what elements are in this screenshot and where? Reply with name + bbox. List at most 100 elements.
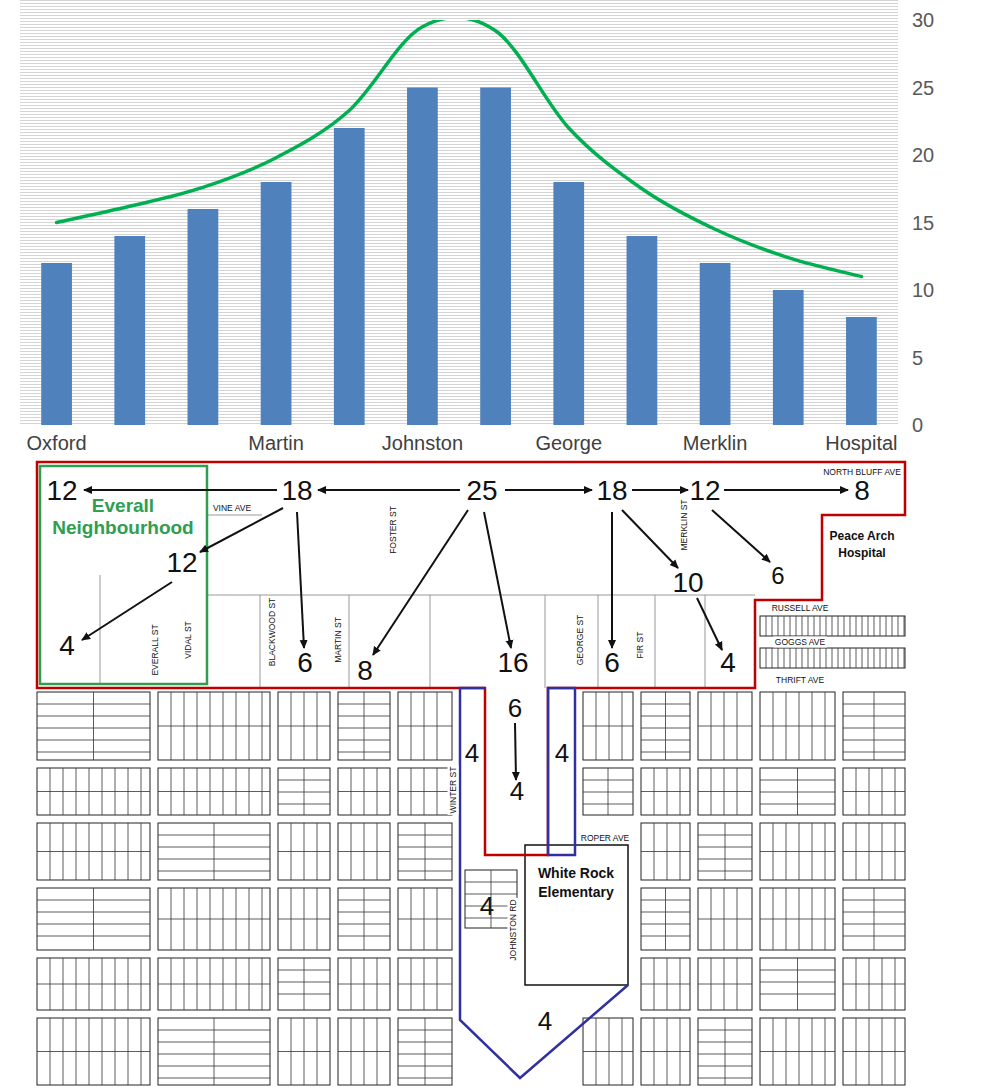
flow-arrow [84, 489, 277, 491]
lot-line [880, 648, 881, 668]
lot-line [278, 726, 330, 727]
lot-line [37, 851, 150, 852]
lot-line [641, 984, 690, 985]
lot-line [725, 1018, 726, 1085]
lot-line [158, 919, 270, 920]
street-label: RUSSELL AVE [772, 603, 829, 613]
label-patch [635, 630, 646, 660]
place-label: White RockElementary [538, 865, 614, 900]
lot-line [37, 984, 150, 985]
lot-line [843, 984, 905, 985]
flow-arrow [622, 510, 678, 568]
lot-line [37, 1051, 150, 1052]
height-label: 6 [297, 647, 313, 678]
height-label: 6 [508, 693, 522, 723]
block [338, 888, 390, 950]
x-tick-label: Martin [248, 432, 304, 454]
block [698, 888, 752, 950]
lot-line [338, 791, 390, 792]
lot-line [583, 1051, 633, 1052]
street-label-group: MERKLIN ST [679, 498, 690, 552]
lot-line [698, 791, 752, 792]
street-label-group: GEORGE ST [575, 613, 586, 667]
flow-arrow [200, 508, 283, 552]
block [37, 768, 150, 815]
block [398, 692, 452, 760]
street-label: MARTIN ST [333, 617, 343, 663]
lot-line [37, 791, 150, 792]
lot-line [158, 791, 270, 792]
y-tick-label: 15 [912, 212, 934, 234]
lot-line [832, 648, 833, 668]
bar [553, 182, 584, 425]
lot-line [826, 648, 827, 668]
lot-line [874, 692, 875, 760]
bar [114, 236, 145, 425]
block [278, 692, 330, 760]
height-label: 18 [596, 475, 627, 506]
street-label-group: THRIFT AVE [774, 675, 826, 686]
street-label: BLACKWOOD ST [267, 598, 277, 666]
label-patch [211, 503, 252, 514]
lot-line [398, 726, 452, 727]
bar [480, 88, 511, 426]
flow-arrow [515, 723, 516, 780]
lot-line [898, 648, 899, 668]
lot-line [655, 595, 656, 688]
block [843, 1018, 905, 1085]
lot-line [705, 595, 706, 688]
block [158, 888, 270, 950]
label-patch [183, 620, 194, 660]
block [278, 1018, 330, 1085]
page: 051015202530OxfordMartinJohnstonGeorgeMe… [0, 0, 985, 1091]
corridor-boundary [460, 688, 628, 1078]
lot-line [698, 919, 752, 920]
height-label: 4 [510, 776, 524, 806]
lot-line [760, 726, 835, 727]
height-label: 6 [771, 562, 784, 589]
lot-line [844, 648, 845, 668]
x-tick-label: Oxford [27, 432, 87, 454]
corridor-boundary [548, 688, 575, 855]
flow-arrow [632, 489, 688, 491]
street-label-group: GOGGS AVE [773, 637, 827, 648]
height-label: 12 [166, 547, 197, 578]
block [698, 768, 752, 815]
flow-arrow [697, 598, 722, 650]
block [338, 958, 390, 1010]
height-label: 25 [466, 475, 497, 506]
y-tick-label: 30 [912, 9, 934, 31]
lot-line [214, 823, 215, 880]
flow-arrow [373, 510, 468, 655]
street-label-group: MARTIN ST [333, 616, 344, 665]
lot-line [545, 595, 546, 688]
block [641, 692, 690, 760]
lot-line [874, 616, 875, 636]
height-label: 8 [357, 655, 373, 686]
y-tick-label: 0 [912, 414, 923, 436]
street-label-group: VINE AVE [211, 503, 252, 514]
lot-line [862, 616, 863, 636]
lot-line [278, 1051, 330, 1052]
lot-line [868, 648, 869, 668]
place-label-line: Elementary [538, 884, 614, 900]
flow-arrow [318, 489, 460, 491]
lot-line [260, 595, 261, 688]
lot-line [760, 851, 835, 852]
lot-line [641, 791, 690, 792]
lot-line [338, 1051, 390, 1052]
flow-arrow [611, 512, 613, 648]
lot-line [843, 851, 905, 852]
block [37, 958, 150, 1010]
block [698, 823, 752, 880]
street-label-group: RUSSELL AVE [770, 603, 830, 614]
street-label: FOSTER ST [388, 506, 398, 554]
block [158, 958, 270, 1010]
block [278, 888, 330, 950]
lot-line [843, 791, 905, 792]
school-block [525, 845, 628, 985]
block [158, 1018, 270, 1085]
lot-line [808, 616, 809, 636]
lot-line [304, 958, 305, 1010]
lot-line [364, 692, 365, 760]
